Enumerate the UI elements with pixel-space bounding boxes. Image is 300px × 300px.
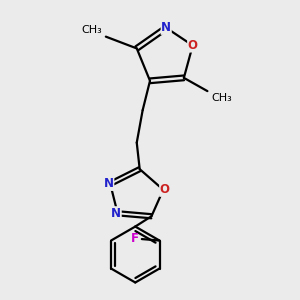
Text: N: N <box>161 21 171 34</box>
Text: CH₃: CH₃ <box>82 25 102 35</box>
Text: CH₃: CH₃ <box>211 93 232 103</box>
Text: O: O <box>160 183 170 196</box>
Text: F: F <box>131 232 139 245</box>
Text: N: N <box>111 207 121 220</box>
Text: N: N <box>104 177 114 190</box>
Text: O: O <box>188 39 198 52</box>
